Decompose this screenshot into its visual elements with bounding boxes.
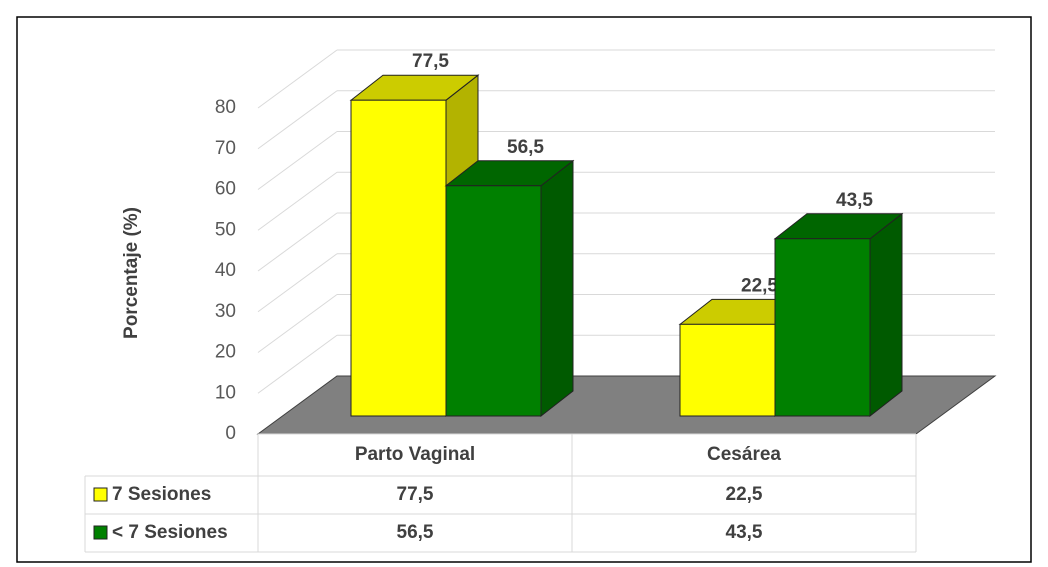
y-tick-label: 60 [215, 179, 236, 200]
grid-line [257, 49, 338, 109]
table-cell: 43,5 [726, 522, 763, 543]
grid-line [257, 90, 338, 150]
legend-label: 7 Sesiones [112, 484, 211, 505]
x-tick-label: Cesárea [707, 444, 781, 465]
grid-line [257, 334, 338, 394]
bar-side [540, 159, 574, 418]
table-cell: 22,5 [726, 484, 763, 505]
y-tick-label: 70 [215, 138, 236, 159]
bar [445, 185, 542, 417]
x-tick-label: Parto Vaginal [355, 444, 475, 465]
y-tick-label: 40 [215, 260, 236, 281]
grid-line [257, 212, 338, 272]
legend-label: < 7 Sesiones [112, 522, 228, 543]
data-label: 43,5 [836, 190, 873, 211]
y-tick-label: 10 [215, 382, 236, 403]
bar [350, 99, 447, 417]
y-tick-label: 30 [215, 301, 236, 322]
grid-line [257, 294, 338, 353]
bar [774, 238, 871, 417]
legend-swatch [93, 487, 108, 502]
y-tick-label: 80 [215, 97, 236, 118]
y-axis-label: Porcentaje (%) [121, 207, 142, 339]
table-cell: 56,5 [397, 522, 434, 543]
grid-line [257, 131, 338, 190]
bar [679, 323, 776, 417]
grid-line [257, 253, 338, 313]
data-label: 77,5 [412, 51, 449, 72]
table-cell: 77,5 [397, 484, 434, 505]
y-tick-label: 20 [215, 342, 236, 363]
y-tick-label: 50 [215, 219, 236, 240]
grid-line [257, 171, 338, 231]
y-tick-label: 0 [225, 423, 236, 444]
bar-side [869, 212, 903, 418]
data-label: 22,5 [741, 275, 778, 296]
legend-swatch [93, 525, 108, 540]
data-label: 56,5 [507, 137, 544, 158]
